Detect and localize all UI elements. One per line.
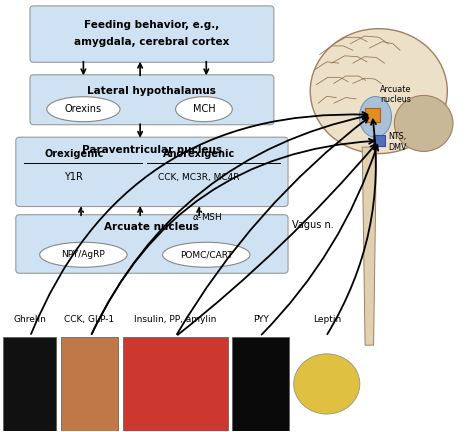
Text: Orexigenic: Orexigenic	[44, 149, 104, 159]
FancyArrowPatch shape	[262, 145, 378, 335]
Text: Vagus n.: Vagus n.	[292, 219, 334, 230]
FancyBboxPatch shape	[16, 215, 288, 273]
Text: Orexins: Orexins	[65, 104, 102, 114]
Text: POMC/CART: POMC/CART	[180, 250, 233, 259]
FancyBboxPatch shape	[30, 75, 274, 125]
Ellipse shape	[47, 97, 120, 122]
Ellipse shape	[163, 242, 250, 267]
Text: Anorexigenic: Anorexigenic	[163, 149, 235, 159]
Text: $\alpha$-MSH: $\alpha$-MSH	[192, 210, 223, 222]
FancyBboxPatch shape	[123, 337, 228, 431]
Circle shape	[294, 354, 360, 414]
Text: Y1R: Y1R	[64, 172, 83, 182]
Ellipse shape	[394, 95, 453, 151]
Ellipse shape	[359, 96, 392, 137]
Text: CCK, MC3R, MC4R: CCK, MC3R, MC4R	[158, 173, 240, 182]
Text: PYY: PYY	[253, 314, 269, 324]
Text: NPY/AgRP: NPY/AgRP	[62, 250, 105, 259]
FancyArrowPatch shape	[91, 114, 367, 334]
FancyArrowPatch shape	[177, 118, 368, 334]
FancyBboxPatch shape	[3, 337, 56, 431]
Text: CCK, GLP-1: CCK, GLP-1	[64, 314, 115, 324]
Ellipse shape	[40, 242, 127, 267]
Text: Lateral hypothalamus: Lateral hypothalamus	[88, 86, 216, 96]
Text: Feeding behavior, e.g.,: Feeding behavior, e.g.,	[84, 19, 219, 30]
Text: Arcuate nucleus: Arcuate nucleus	[104, 222, 200, 232]
Ellipse shape	[175, 97, 232, 122]
Text: NTS,
DMV: NTS, DMV	[388, 132, 407, 152]
FancyArrowPatch shape	[178, 144, 376, 335]
Ellipse shape	[310, 29, 447, 153]
FancyArrowPatch shape	[91, 139, 374, 334]
Text: Arcuate
nucleus: Arcuate nucleus	[380, 85, 411, 104]
Polygon shape	[365, 108, 380, 122]
Polygon shape	[373, 135, 385, 146]
Text: MCH: MCH	[192, 104, 215, 114]
FancyBboxPatch shape	[232, 337, 289, 431]
Text: Paraventricular nucleus: Paraventricular nucleus	[82, 145, 222, 155]
Polygon shape	[362, 147, 376, 345]
FancyBboxPatch shape	[16, 137, 288, 206]
FancyBboxPatch shape	[61, 337, 118, 431]
Text: Insulin, PP, amylin: Insulin, PP, amylin	[134, 314, 216, 324]
FancyBboxPatch shape	[30, 6, 274, 62]
Text: Leptin: Leptin	[313, 314, 341, 324]
FancyArrowPatch shape	[328, 120, 376, 334]
Text: amygdala, cerebral cortex: amygdala, cerebral cortex	[74, 37, 229, 47]
FancyArrowPatch shape	[31, 112, 367, 334]
Text: Ghrelin: Ghrelin	[13, 314, 46, 324]
